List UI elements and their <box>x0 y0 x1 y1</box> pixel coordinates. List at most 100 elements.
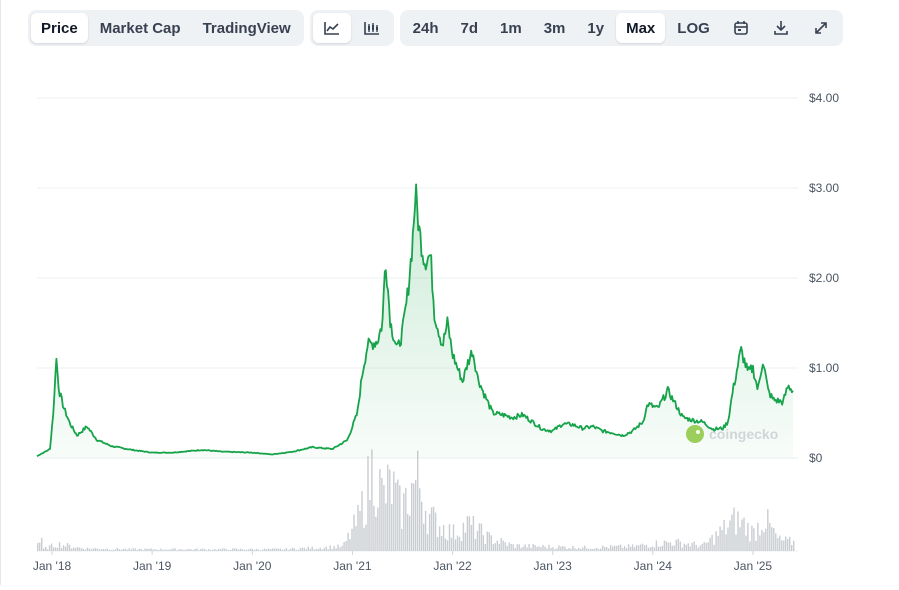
volume-bar <box>267 548 270 551</box>
volume-bar <box>200 549 202 551</box>
range-1y[interactable]: 1y <box>587 19 605 37</box>
candlestick-chart-icon <box>363 22 379 35</box>
volume-bar <box>671 545 673 551</box>
volume-bar <box>160 548 162 551</box>
volume-bar <box>765 528 767 551</box>
volume-bar <box>705 542 707 551</box>
x-tick-label: Jan '23 <box>534 559 573 573</box>
candlestick-chart-button[interactable] <box>353 13 391 43</box>
volume-bar <box>365 524 367 551</box>
volume-bar <box>737 511 739 551</box>
volume-bar <box>703 542 705 551</box>
volume-bar <box>343 542 345 551</box>
volume-bar <box>56 547 59 551</box>
volume-bar <box>719 526 721 551</box>
price-chart-svg: $0$1.00$2.00$3.00$4.00 Jan '18 Jan '19 Jan… <box>33 91 839 573</box>
price-line <box>36 183 794 457</box>
volume-bar <box>232 548 234 551</box>
volume-bar <box>146 548 148 551</box>
range-max[interactable]: Max <box>616 13 666 43</box>
volume-bar <box>691 542 693 551</box>
volume-bar <box>58 542 61 551</box>
volume-bar <box>102 549 105 551</box>
log-scale-toggle[interactable]: LOG <box>677 19 710 37</box>
volume-bar <box>572 545 574 551</box>
volume-bar <box>186 549 188 551</box>
range-24h[interactable]: 24h <box>412 19 439 37</box>
volume-bar <box>120 549 122 551</box>
volume-bar <box>124 548 126 551</box>
volume-bar <box>582 547 584 551</box>
volume-bar <box>514 548 516 551</box>
volume-bar <box>775 533 777 551</box>
y-tick-label: $2.00 <box>809 271 839 285</box>
volume-bar <box>303 547 305 551</box>
calendar-button[interactable] <box>722 13 760 43</box>
volume-bar <box>100 549 103 551</box>
volume-bar <box>150 548 152 551</box>
range-3m[interactable]: 3m <box>543 19 566 37</box>
volume-bar <box>456 535 459 551</box>
volume-bar <box>355 526 357 551</box>
volume-bar <box>488 532 490 551</box>
volume-bar <box>723 520 725 551</box>
volume-bar <box>484 544 486 551</box>
volume-bar <box>745 535 747 551</box>
volume-bar <box>144 548 146 551</box>
range-7d[interactable]: 7d <box>460 19 479 37</box>
tab-market-cap[interactable]: Market Cap <box>99 19 181 37</box>
volume-bar <box>538 546 540 551</box>
line-chart-button[interactable] <box>312 13 351 43</box>
volume-bar <box>230 550 232 551</box>
volume-bar <box>685 544 687 551</box>
volume-bar <box>64 546 67 551</box>
volume-bar <box>423 523 425 551</box>
volume-bar <box>50 543 53 551</box>
volume-bar <box>619 544 622 551</box>
volume-bar <box>631 544 634 551</box>
coingecko-watermark: coingecko <box>686 425 778 443</box>
volume-bar <box>37 543 39 551</box>
volume-bar <box>174 548 176 551</box>
volume-bar <box>707 542 709 551</box>
expand-button[interactable] <box>802 13 840 43</box>
download-button[interactable] <box>762 13 800 43</box>
volume-bar <box>154 549 156 551</box>
chart-toolbar: Price Market Cap TradingView 24h 7d 1m <box>28 10 843 46</box>
volume-bar <box>78 547 81 551</box>
volume-bar <box>166 549 168 551</box>
volume-bar <box>508 542 510 551</box>
volume-bar <box>194 549 196 551</box>
volume-bar <box>787 539 789 551</box>
volume-bar <box>249 548 252 551</box>
volume-bar <box>118 549 120 551</box>
volume-bar <box>675 539 677 551</box>
volume-bar <box>251 549 254 551</box>
volume-bar <box>247 549 250 551</box>
volume-bar <box>363 527 365 551</box>
volume-bar <box>434 512 437 551</box>
volume-bar <box>584 545 586 551</box>
tab-tradingview[interactable]: TradingView <box>202 19 291 37</box>
volume-bar <box>669 542 672 551</box>
volume-bar <box>168 549 170 551</box>
volume-bar <box>156 549 158 551</box>
volume-bar <box>516 544 518 551</box>
volume-bar <box>381 478 383 551</box>
volume-bar <box>152 549 154 551</box>
y-axis-labels: $0 $1.00 $2.00 $3.00 $4.00 <box>809 91 839 465</box>
volume-bar <box>558 545 560 551</box>
volume-bar <box>568 548 570 551</box>
chart-type-group <box>309 10 394 46</box>
tab-price[interactable]: Price <box>31 13 88 43</box>
volume-bar <box>629 546 632 551</box>
volume-bar <box>98 549 101 551</box>
volume-bar <box>419 488 421 551</box>
volume-bar <box>524 544 526 551</box>
range-1m[interactable]: 1m <box>500 19 522 37</box>
volume-bar <box>454 539 457 551</box>
volume-bar <box>196 548 198 551</box>
price-chart[interactable]: $0 $1.00 $2.00 $3.00 $4.00 Jan '18 Jan '19 Jan… <box>0 60 899 585</box>
volume-bar <box>148 548 150 551</box>
volume-bar <box>492 544 494 551</box>
